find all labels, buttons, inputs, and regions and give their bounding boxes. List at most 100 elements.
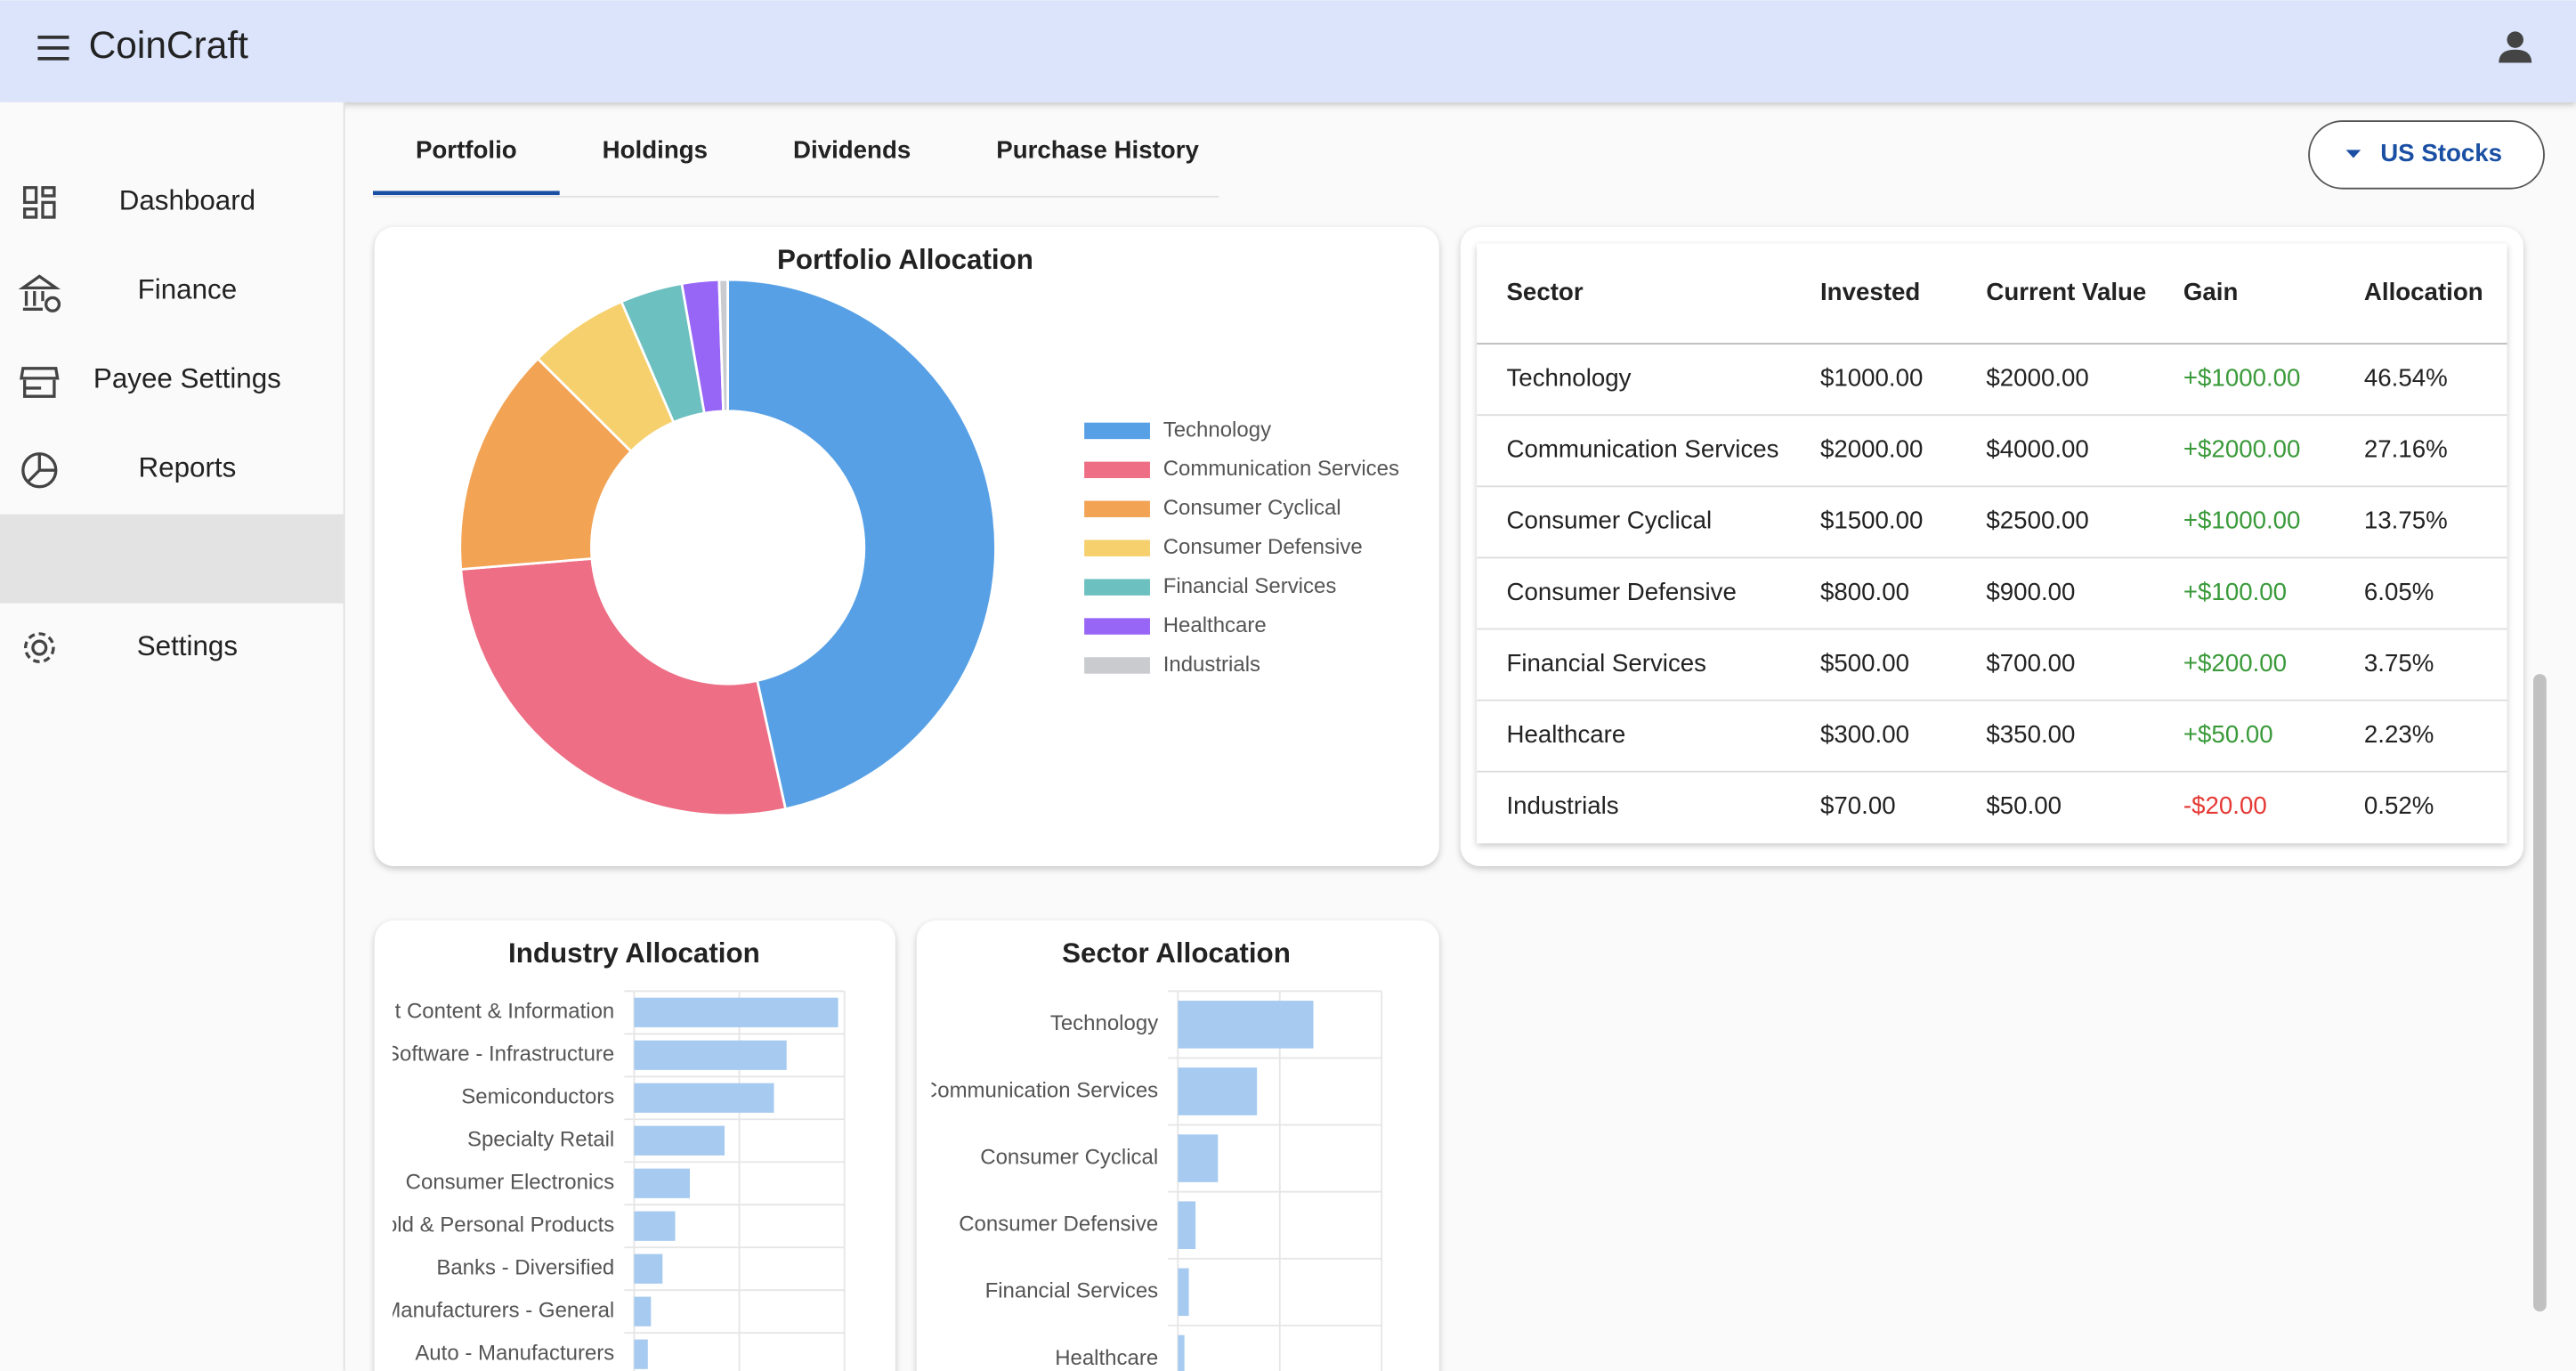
y-tick-label: Healthcare [1055, 1346, 1158, 1370]
legend-label: Financial Services [1163, 574, 1337, 598]
nav-item[interactable]: Payee Settings [93, 363, 281, 394]
table-cell: 46.54% [2364, 363, 2448, 391]
nav-selected [0, 514, 344, 604]
table-cell: Technology [1506, 363, 1631, 391]
menu-button[interactable] [37, 36, 69, 61]
y-tick-label: Communication Services [922, 1078, 1158, 1102]
table-cell: 6.05% [2364, 578, 2434, 605]
table-cell: $2500.00 [1986, 507, 2088, 534]
y-tick-label: Financial Services [985, 1279, 1159, 1303]
table-cell: +$2000.00 [2183, 435, 2301, 463]
legend-swatch [1084, 657, 1150, 674]
table-cell: 2.23% [2364, 720, 2434, 748]
table-cell: $1000.00 [1820, 363, 1923, 391]
column-header: Current Value [1986, 278, 2146, 305]
tab[interactable]: Dividends [793, 135, 911, 163]
scrollbar-thumb[interactable] [2533, 674, 2547, 1312]
y-tick-label: Consumer Defensive [959, 1213, 1158, 1237]
legend-swatch [1084, 579, 1150, 596]
y-tick-label: Consumer Cyclical [980, 1145, 1158, 1169]
y-tick-label: Auto - Manufacturers [415, 1342, 614, 1366]
legend-label: Consumer Cyclical [1163, 496, 1341, 520]
sidebar [0, 101, 344, 1371]
legend-swatch [1084, 539, 1150, 556]
pie-slice [459, 556, 788, 817]
table-cell: $800.00 [1820, 578, 1909, 605]
legend-label: Consumer Defensive [1163, 535, 1363, 559]
y-tick-label: Consumer Electronics [406, 1171, 615, 1195]
bar [634, 997, 838, 1027]
table-cell: 3.75% [2364, 649, 2434, 677]
column-header: Gain [2183, 278, 2239, 305]
nav-item[interactable]: Finance [138, 274, 238, 305]
y-tick-label: Specialty Retail [467, 1128, 614, 1152]
tab[interactable]: Portfolio [416, 135, 517, 163]
bar [634, 1253, 663, 1284]
bar [634, 1125, 725, 1156]
table-cell: +$50.00 [2183, 720, 2273, 748]
table-cell: $350.00 [1986, 720, 2075, 748]
bar [1178, 1268, 1189, 1317]
table-cell: Communication Services [1506, 435, 1778, 463]
nav-item[interactable]: Reports [138, 452, 236, 483]
chart-title: Sector Allocation [1062, 937, 1291, 969]
table-cell: +$1000.00 [2183, 507, 2301, 534]
table-cell: $2000.00 [1820, 435, 1923, 463]
nav-item[interactable]: Settings [137, 630, 238, 661]
table-cell: $300.00 [1820, 720, 1909, 748]
bar [1178, 1001, 1314, 1049]
legend-swatch [1084, 618, 1150, 635]
table-cell: Financial Services [1506, 649, 1706, 677]
table-cell: Consumer Cyclical [1506, 507, 1712, 534]
table-cell: +$100.00 [2183, 578, 2287, 605]
legend-label: Industrials [1163, 653, 1260, 677]
table-cell: +$1000.00 [2183, 363, 2301, 391]
pie-slice [717, 278, 730, 413]
bar [634, 1040, 787, 1070]
bar [1178, 1201, 1196, 1249]
y-tick-label: old & Personal Products [385, 1213, 614, 1237]
bar [634, 1168, 691, 1198]
bar [1178, 1134, 1219, 1182]
y-tick-label: Technology [1050, 1011, 1158, 1035]
table-cell: Industrials [1506, 791, 1618, 819]
table-cell: -$20.00 [2183, 791, 2267, 819]
tab[interactable]: Holdings [603, 135, 708, 163]
y-tick-label: t Content & Information [395, 1000, 615, 1024]
legend-label: Technology [1163, 418, 1271, 442]
tab-indicator [372, 191, 560, 196]
legend-label: Healthcare [1163, 613, 1267, 637]
bar [634, 1339, 648, 1369]
table-cell: 27.16% [2364, 435, 2448, 463]
table-cell: $2000.00 [1986, 363, 2088, 391]
account-button[interactable] [2499, 31, 2532, 63]
column-header: Invested [1820, 278, 1920, 305]
table-cell: 0.52% [2364, 791, 2434, 819]
chart-title: Portfolio Allocation [777, 244, 1033, 275]
bar [1178, 1334, 1185, 1371]
y-tick-label: Manufacturers - General [383, 1299, 614, 1323]
table-cell: $70.00 [1820, 791, 1896, 819]
y-tick-label: Software - Infrastructure [385, 1042, 614, 1067]
dropdown-arrow [2345, 150, 2361, 158]
pie-slice [726, 278, 997, 811]
table-cell: $700.00 [1986, 649, 2075, 677]
table-cell: $50.00 [1986, 791, 2062, 819]
table-cell: $1500.00 [1820, 507, 1923, 534]
column-header: Sector [1506, 278, 1583, 305]
table-cell: 13.75% [2364, 507, 2448, 534]
table: Sector Invested Current Value Gain Allocatio… [1477, 278, 2507, 819]
bar [634, 1211, 676, 1241]
tab[interactable]: Purchase History [996, 135, 1199, 163]
column-header: Allocation [2364, 278, 2483, 305]
y-tick-label: Banks - Diversified [436, 1256, 614, 1280]
table-cell: Consumer Defensive [1506, 578, 1736, 605]
nav-item[interactable]: Dashboard [119, 185, 255, 216]
market-button[interactable] [2308, 120, 2545, 190]
market-button-label[interactable]: US Stocks [2380, 139, 2502, 166]
bar [1178, 1067, 1258, 1115]
table-cell: $900.00 [1986, 578, 2075, 605]
app-title: CoinCraft [89, 24, 248, 66]
